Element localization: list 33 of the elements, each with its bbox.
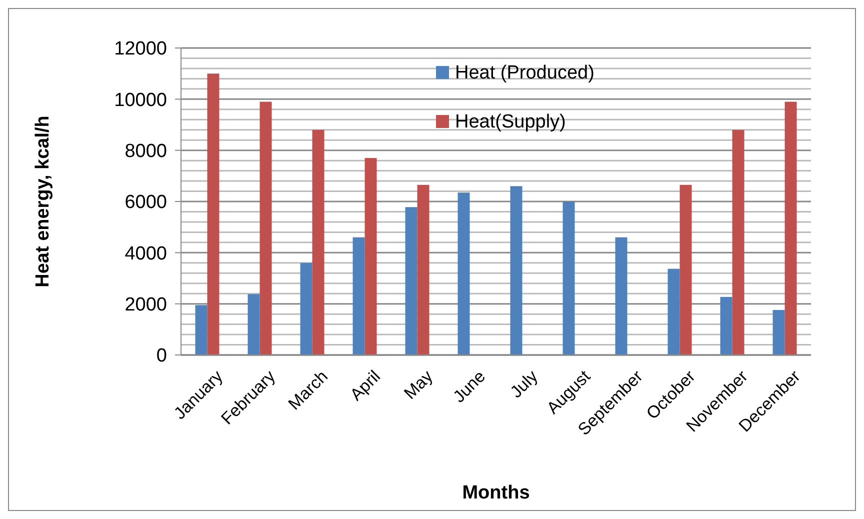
y-tick-label: 0 (156, 346, 167, 367)
y-tick-label: 2000 (124, 294, 167, 316)
bar (364, 158, 377, 355)
bar (720, 296, 732, 355)
bar (784, 102, 797, 355)
y-tick-label: 6000 (124, 192, 167, 214)
x-axis-title: Months (462, 482, 530, 504)
y-tick-label: 10000 (114, 90, 167, 111)
bar (405, 207, 418, 355)
bar (417, 184, 430, 355)
bar (562, 202, 575, 355)
bar (458, 192, 470, 355)
bar (772, 310, 785, 355)
legend-label: Heat (Produced) (455, 62, 594, 84)
bar (260, 102, 272, 355)
bar (680, 184, 692, 355)
bar (195, 305, 208, 355)
bar (207, 74, 220, 355)
y-axis-title: Heat energy, kcal/h (32, 116, 54, 288)
bar (510, 186, 522, 355)
x-tick-label: May (400, 366, 437, 403)
bar (312, 130, 324, 355)
bar (615, 237, 628, 355)
y-tick-label: 8000 (124, 140, 167, 162)
bar (352, 237, 365, 355)
bar (248, 294, 260, 355)
y-tick-label: 4000 (124, 243, 167, 264)
bar (732, 130, 744, 355)
y-tick-label: 12000 (114, 38, 167, 60)
bar (300, 262, 312, 355)
legend-label: Heat(Supply) (455, 112, 566, 133)
bar (668, 268, 680, 355)
x-tick-label: July (506, 366, 542, 402)
